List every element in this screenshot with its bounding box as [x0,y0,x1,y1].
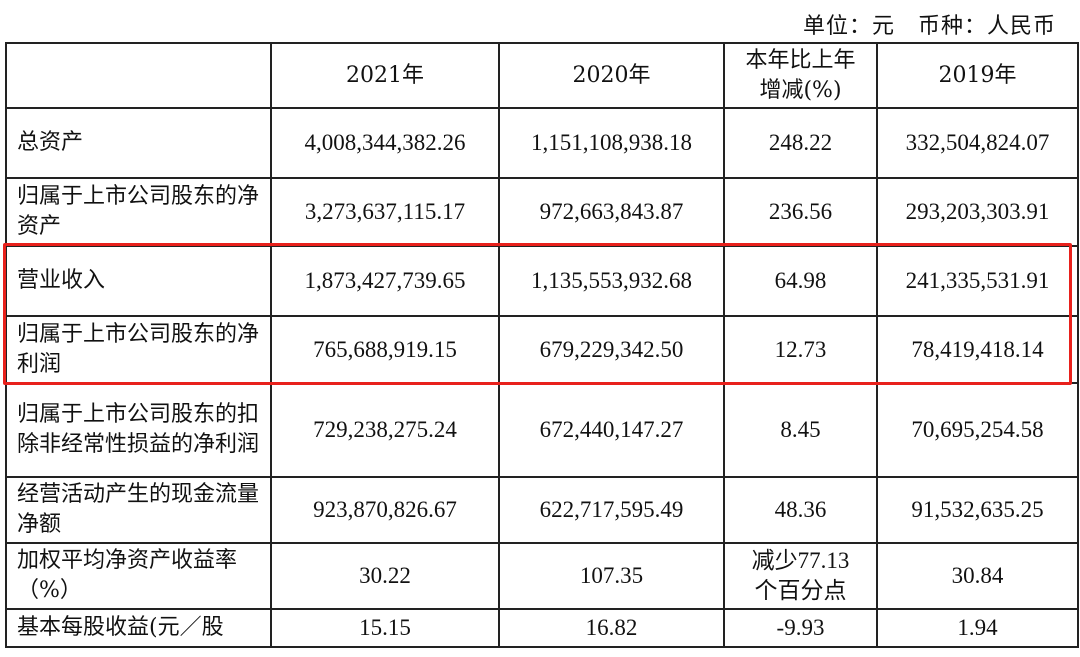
cell-y2020: 1,151,108,938.18 [498,107,725,179]
header-cell: 2019年 [876,42,1079,109]
cell-y2021: 4,008,344,382.26 [270,107,500,179]
table-row: 基本每股收益(元／股 15.15 16.82 -9.93 1.94 [5,608,1079,648]
row-label: 基本每股收益(元／股 [5,608,272,648]
header-cell [5,42,272,109]
row-label: 归属于上市公司股东的扣除非经常性损益的净利润 [5,382,272,478]
cell-y2019: 70,695,254.58 [876,382,1079,478]
cell-change: 64.98 [723,245,878,317]
cell-y2019: 30.84 [876,542,1079,610]
row-label: 营业收入 [5,245,272,317]
cell-change: -9.93 [723,608,878,648]
cell-y2020: 16.82 [498,608,725,648]
cell-y2019: 78,419,418.14 [876,315,1079,384]
cell-y2021: 1,873,427,739.65 [270,245,500,317]
header-row: 2021年 2020年 本年比上年增减(%) 2019年 [5,42,1079,109]
cell-y2019: 1.94 [876,608,1079,648]
cell-change: 236.56 [723,177,878,247]
row-label: 加权平均净资产收益率（%） [5,542,272,610]
financial-table: 2021年 2020年 本年比上年增减(%) 2019年 总资产 4,008,34… [5,42,1079,648]
cell-change: 48.36 [723,476,878,544]
row-label: 归属于上市公司股东的净利润 [5,315,272,384]
cell-change: 减少77.13个百分点 [723,542,878,610]
table-row: 归属于上市公司股东的净利润 765,688,919.15 679,229,342.5… [5,315,1079,384]
header-cell: 2021年 [270,42,500,109]
table-row: 加权平均净资产收益率（%） 30.22 107.35 减少77.13个百分点 30.84 [5,542,1079,610]
cell-y2019: 293,203,303.91 [876,177,1079,247]
cell-y2021: 923,870,826.67 [270,476,500,544]
header-cell: 2020年 [498,42,725,109]
table-row: 归属于上市公司股东的扣除非经常性损益的净利润 729,238,275.24 672,… [5,382,1079,478]
header-cell: 本年比上年增减(%) [723,42,878,109]
cell-y2020: 972,663,843.87 [498,177,725,247]
row-label: 总资产 [5,107,272,179]
cell-y2021: 729,238,275.24 [270,382,500,478]
cell-change: 8.45 [723,382,878,478]
cell-y2021: 30.22 [270,542,500,610]
cell-y2019: 332,504,824.07 [876,107,1079,179]
cell-y2020: 1,135,553,932.68 [498,245,725,317]
row-label: 经营活动产生的现金流量净额 [5,476,272,544]
unit-note: 单位：元 币种：人民币 [802,14,1056,39]
cell-y2019: 241,335,531.91 [876,245,1079,317]
cell-change: 248.22 [723,107,878,179]
cell-y2021: 3,273,637,115.17 [270,177,500,247]
row-label: 归属于上市公司股东的净资产 [5,177,272,247]
table-row: 归属于上市公司股东的净资产 3,273,637,115.17 972,663,843… [5,177,1079,247]
cell-y2020: 622,717,595.49 [498,476,725,544]
cell-y2020: 679,229,342.50 [498,315,725,384]
table-row: 营业收入 1,873,427,739.65 1,135,553,932.68 64.9… [5,245,1079,317]
cell-y2021: 765,688,919.15 [270,315,500,384]
table-row: 经营活动产生的现金流量净额 923,870,826.67 622,717,595.4… [5,476,1079,544]
cell-y2020: 107.35 [498,542,725,610]
cell-change: 12.73 [723,315,878,384]
table-row: 总资产 4,008,344,382.26 1,151,108,938.18 248.2… [5,107,1079,179]
cell-y2021: 15.15 [270,608,500,648]
cell-y2020: 672,440,147.27 [498,382,725,478]
cell-y2019: 91,532,635.25 [876,476,1079,544]
